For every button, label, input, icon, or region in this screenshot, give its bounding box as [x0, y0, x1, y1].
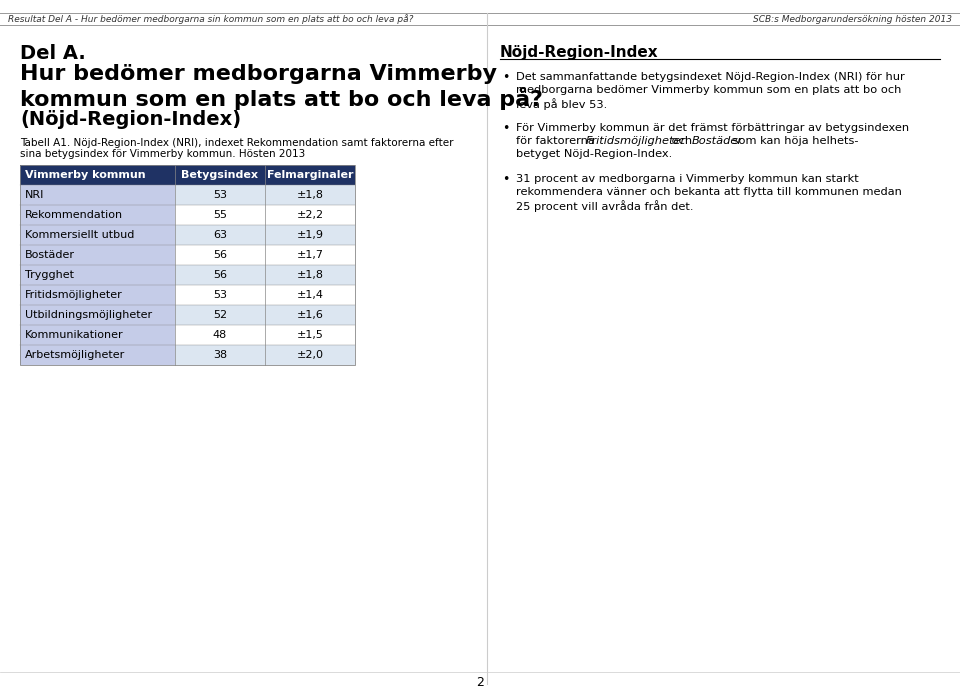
Text: •: •	[502, 122, 510, 135]
FancyBboxPatch shape	[20, 185, 175, 205]
Text: Resultat Del A - Hur bedömer medborgarna sin kommun som en plats att bo och leva: Resultat Del A - Hur bedömer medborgarna…	[8, 14, 414, 24]
FancyBboxPatch shape	[175, 185, 355, 205]
FancyBboxPatch shape	[20, 225, 175, 245]
Text: som kan höja helhets-: som kan höja helhets-	[729, 136, 858, 146]
Text: Bostäder: Bostäder	[25, 250, 75, 260]
Text: betyget Nöjd-Region-Index.: betyget Nöjd-Region-Index.	[516, 149, 672, 159]
Text: ±1,9: ±1,9	[297, 230, 324, 240]
FancyBboxPatch shape	[20, 345, 175, 365]
Text: NRI: NRI	[25, 190, 44, 200]
FancyBboxPatch shape	[175, 205, 355, 225]
Text: 25 procent vill avråda från det.: 25 procent vill avråda från det.	[516, 200, 693, 212]
Text: Vimmerby kommun: Vimmerby kommun	[25, 170, 146, 180]
Text: 53: 53	[213, 290, 227, 300]
Text: ±2,2: ±2,2	[297, 210, 324, 220]
Text: sina betygsindex för Vimmerby kommun. Hösten 2013: sina betygsindex för Vimmerby kommun. Hö…	[20, 149, 305, 159]
Text: 63: 63	[213, 230, 227, 240]
FancyBboxPatch shape	[175, 325, 355, 345]
Text: Betygsindex: Betygsindex	[181, 170, 258, 180]
Text: Fritidsmöjligheter: Fritidsmöjligheter	[25, 290, 123, 300]
FancyBboxPatch shape	[20, 265, 175, 285]
Text: ±1,5: ±1,5	[297, 330, 324, 340]
Text: Rekommendation: Rekommendation	[25, 210, 123, 220]
Text: 55: 55	[213, 210, 227, 220]
Text: 53: 53	[213, 190, 227, 200]
FancyBboxPatch shape	[175, 345, 355, 365]
Text: ±1,4: ±1,4	[297, 290, 324, 300]
Text: kommun som en plats att bo och leva på?: kommun som en plats att bo och leva på?	[20, 87, 543, 110]
Text: 48: 48	[213, 330, 228, 340]
Text: För Vimmerby kommun är det främst förbättringar av betygsindexen: För Vimmerby kommun är det främst förbät…	[516, 123, 909, 133]
Text: Del A.: Del A.	[20, 44, 85, 63]
Text: Tabell A1. Nöjd-Region-Index (NRI), indexet Rekommendation samt faktorerna efter: Tabell A1. Nöjd-Region-Index (NRI), inde…	[20, 138, 453, 148]
Text: ±2,0: ±2,0	[297, 350, 324, 360]
FancyBboxPatch shape	[20, 325, 175, 345]
Text: Trygghet: Trygghet	[25, 270, 74, 280]
Text: SCB:s Medborgarundersökning hösten 2013: SCB:s Medborgarundersökning hösten 2013	[753, 15, 952, 24]
FancyBboxPatch shape	[175, 265, 355, 285]
Text: 38: 38	[213, 350, 228, 360]
Bar	[20, 165, 355, 365]
Text: Hur bedömer medborgarna Vimmerby: Hur bedömer medborgarna Vimmerby	[20, 64, 497, 84]
Text: och: och	[668, 136, 696, 146]
FancyBboxPatch shape	[175, 225, 355, 245]
FancyBboxPatch shape	[175, 285, 355, 305]
Text: rekommendera vänner och bekanta att flytta till kommunen medan: rekommendera vänner och bekanta att flyt…	[516, 187, 901, 197]
Text: Bostäder: Bostäder	[691, 136, 743, 146]
Text: Kommunikationer: Kommunikationer	[25, 330, 124, 340]
Text: Nöjd-Region-Index: Nöjd-Region-Index	[500, 45, 659, 60]
Text: 56: 56	[213, 270, 227, 280]
FancyBboxPatch shape	[20, 285, 175, 305]
Text: Arbetsmöjligheter: Arbetsmöjligheter	[25, 350, 125, 360]
FancyBboxPatch shape	[20, 165, 355, 185]
Text: Utbildningsmöjligheter: Utbildningsmöjligheter	[25, 310, 152, 320]
Text: 56: 56	[213, 250, 227, 260]
Text: 52: 52	[213, 310, 228, 320]
Text: Felmarginaler: Felmarginaler	[267, 170, 353, 180]
Text: ±1,8: ±1,8	[297, 270, 324, 280]
FancyBboxPatch shape	[175, 245, 355, 265]
Text: (Nöjd-Region-Index): (Nöjd-Region-Index)	[20, 110, 241, 129]
FancyBboxPatch shape	[175, 305, 355, 325]
Text: ±1,7: ±1,7	[297, 250, 324, 260]
FancyBboxPatch shape	[20, 245, 175, 265]
Text: leva på blev 53.: leva på blev 53.	[516, 98, 608, 110]
FancyBboxPatch shape	[20, 305, 175, 325]
Text: 31 procent av medborgarna i Vimmerby kommun kan starkt: 31 procent av medborgarna i Vimmerby kom…	[516, 174, 859, 184]
Text: Kommersiellt utbud: Kommersiellt utbud	[25, 230, 134, 240]
Text: •: •	[502, 71, 510, 84]
Text: för faktorerna: för faktorerna	[516, 136, 598, 146]
FancyBboxPatch shape	[20, 205, 175, 225]
Text: 2: 2	[476, 675, 484, 688]
Text: •: •	[502, 173, 510, 186]
Text: medborgarna bedömer Vimmerby kommun som en plats att bo och: medborgarna bedömer Vimmerby kommun som …	[516, 85, 901, 95]
Text: Fritidsmöjligheter: Fritidsmöjligheter	[586, 136, 685, 146]
Text: Det sammanfattande betygsindexet Nöjd-Region-Index (NRI) för hur: Det sammanfattande betygsindexet Nöjd-Re…	[516, 72, 904, 82]
Text: ±1,6: ±1,6	[297, 310, 324, 320]
Text: ±1,8: ±1,8	[297, 190, 324, 200]
